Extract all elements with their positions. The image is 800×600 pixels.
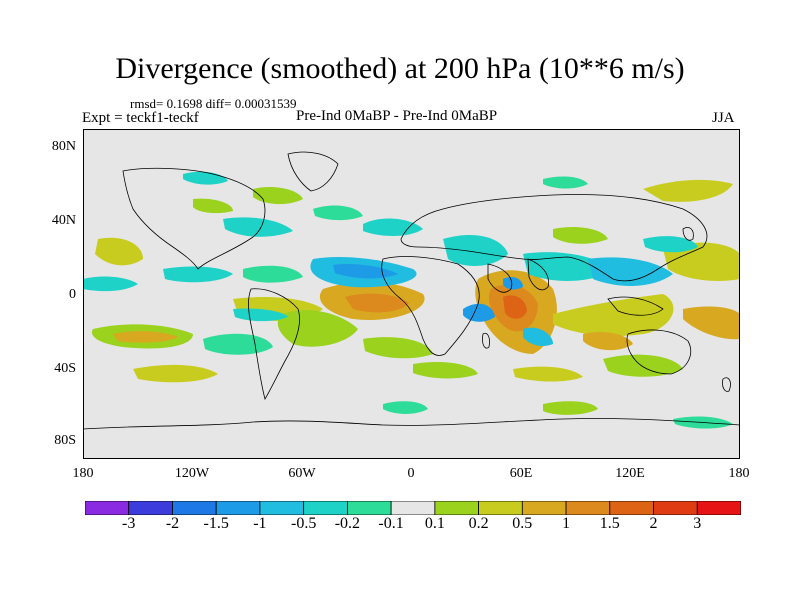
colorbar-label: 0.1 <box>424 515 445 532</box>
coast-north-america <box>122 167 266 270</box>
map-frame <box>83 129 740 459</box>
colorbar-cell <box>259 501 305 515</box>
stats-text: rmsd= 0.1698 diff= 0.00031539 <box>130 96 297 111</box>
lon-label-180w: 180 <box>72 466 94 481</box>
colorbar-cell <box>85 501 130 515</box>
colorbar-label: 3 <box>693 515 702 532</box>
lat-label-80n: 80N <box>51 139 76 154</box>
colorbar-cell <box>303 501 348 515</box>
case-label: Pre-Ind 0MaBP - Pre-Ind 0MaBP <box>296 108 498 124</box>
colorbar-cell <box>565 501 611 515</box>
colorbar-label: -0.2 <box>334 515 361 532</box>
lat-label-80s: 80S <box>54 433 76 448</box>
coast-japan <box>682 227 694 241</box>
experiment-label: Expt = teckf1-teckf <box>82 110 199 126</box>
lat-label-0: 0 <box>69 287 76 302</box>
colorbar-cell <box>128 501 173 515</box>
lon-label-180e: 180 <box>728 466 750 481</box>
lat-label-40n: 40N <box>51 213 76 228</box>
colorbar-label: -2 <box>165 515 180 532</box>
coast-greenland <box>287 151 339 192</box>
colorbar-cell <box>478 501 523 515</box>
colorbar-cell <box>346 501 392 515</box>
lat-label-40s: 40S <box>54 361 76 376</box>
coast-south-america <box>248 288 300 401</box>
lon-label-0: 0 <box>407 466 415 481</box>
plot-title: Divergence (smoothed) at 200 hPa (10**6 … <box>115 52 685 85</box>
colorbar-cell <box>696 501 741 515</box>
coast-new-zealand <box>722 377 731 392</box>
divergence-map <box>83 129 740 459</box>
coast-eurasia <box>400 194 708 282</box>
lon-label-60e: 60E <box>509 466 533 481</box>
coast-australia <box>626 329 692 375</box>
coast-africa <box>381 256 480 356</box>
colorbar-label: -1 <box>253 515 267 532</box>
colorbar-cell <box>172 501 217 515</box>
coast-antarctica <box>83 418 740 430</box>
colorbar-label: -3 <box>122 515 136 532</box>
colorbar-label: 2 <box>649 515 658 532</box>
colorbar-label: 0.2 <box>468 515 489 532</box>
lon-label-120w: 120W <box>174 466 210 481</box>
colorbar-cell <box>609 501 654 515</box>
lon-label-120e: 120E <box>615 466 645 481</box>
colorbar-label: -0.1 <box>378 515 404 532</box>
colorbar-cell <box>434 501 479 515</box>
coast-india <box>527 258 549 291</box>
colorbar-label: -0.5 <box>291 515 317 532</box>
coast-madagascar <box>482 332 490 349</box>
divergence-field <box>83 171 740 429</box>
colorbar-cell <box>521 501 567 515</box>
colorbar-label: -1.5 <box>203 515 229 532</box>
colorbar-cell <box>215 501 261 515</box>
coast-indonesia <box>607 296 664 316</box>
colorbar-cell <box>390 501 436 515</box>
colorbar <box>85 501 741 515</box>
coast-arabia <box>487 263 513 293</box>
colorbar-label: 1.5 <box>599 515 620 532</box>
colorbar-label: 1 <box>562 515 571 532</box>
colorbar-cell <box>653 501 698 515</box>
coastlines <box>83 151 740 430</box>
lon-label-60w: 60W <box>288 466 316 481</box>
season-label: JJA <box>712 110 735 126</box>
colorbar-label: 0.5 <box>512 515 533 532</box>
